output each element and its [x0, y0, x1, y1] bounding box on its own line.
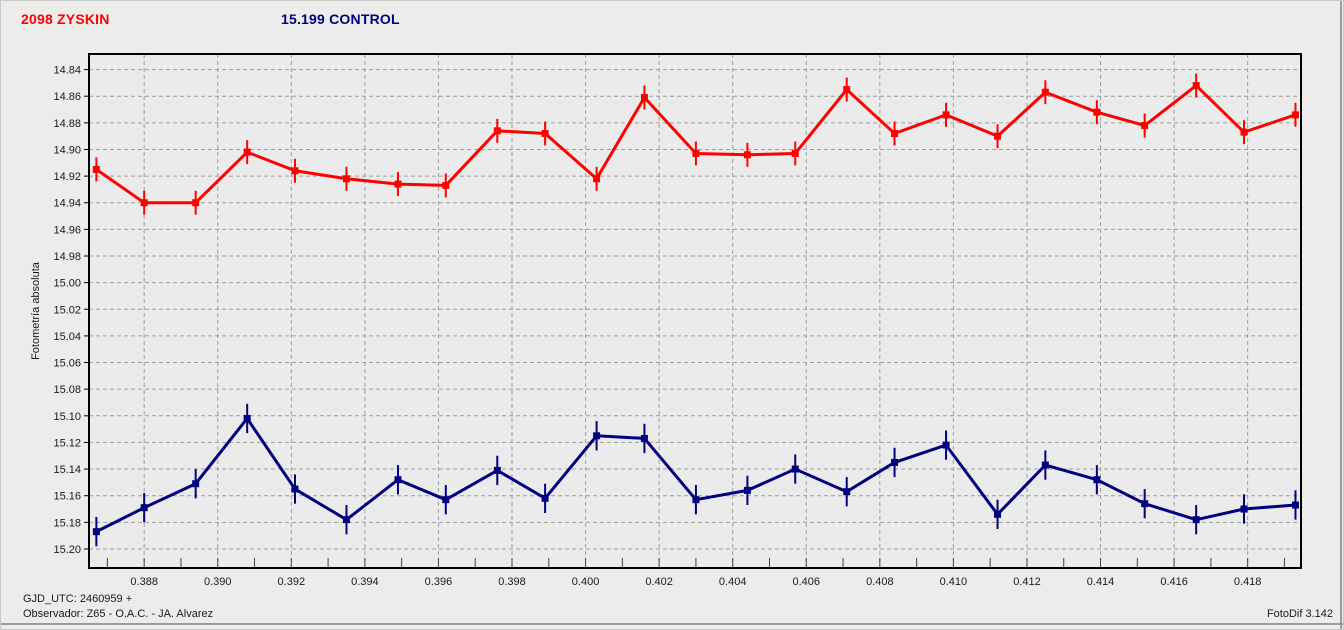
data-point-s0 — [692, 149, 700, 157]
y-tick-label: 15.14 — [53, 464, 81, 476]
data-point-s0 — [291, 167, 299, 175]
y-tick-label: 15.00 — [53, 278, 81, 290]
y-tick-label: 14.88 — [53, 118, 81, 130]
data-point-s1 — [1093, 476, 1101, 484]
data-point-s0 — [1240, 128, 1248, 136]
data-point-s1 — [843, 488, 851, 496]
data-point-s0 — [640, 94, 648, 102]
data-point-s1 — [743, 486, 751, 494]
data-point-s1 — [994, 510, 1002, 518]
data-point-s0 — [743, 151, 751, 159]
y-tick-label: 14.90 — [53, 144, 81, 156]
data-point-s0 — [891, 129, 899, 137]
x-tick-label: 0.418 — [1234, 576, 1262, 588]
data-point-s1 — [640, 434, 648, 442]
data-point-s0 — [1041, 88, 1049, 96]
x-tick-label: 0.390 — [204, 576, 232, 588]
data-point-s1 — [791, 465, 799, 473]
x-tick-label: 0.402 — [645, 576, 673, 588]
data-point-s1 — [891, 458, 899, 466]
y-tick-label: 15.02 — [53, 304, 81, 316]
y-tick-label: 15.06 — [53, 358, 81, 370]
y-tick-label: 15.04 — [53, 331, 81, 343]
y-tick-label: 15.18 — [53, 517, 81, 529]
data-point-s0 — [342, 175, 350, 183]
y-tick-label: 15.16 — [53, 491, 81, 503]
data-point-s1 — [243, 414, 251, 422]
control-title: 15.199 CONTROL — [281, 11, 400, 27]
target-title: 2098 ZYSKIN — [21, 11, 110, 27]
x-tick-label: 0.388 — [130, 576, 158, 588]
data-point-s1 — [1141, 500, 1149, 508]
data-point-s1 — [541, 494, 549, 502]
app-version-label: FotoDif 3.142 — [1266, 608, 1333, 620]
x-tick-label: 0.398 — [498, 576, 526, 588]
data-point-s1 — [1291, 501, 1299, 509]
x-tick-label: 0.408 — [866, 576, 894, 588]
data-point-s1 — [692, 496, 700, 504]
data-point-s1 — [493, 466, 501, 474]
data-point-s0 — [994, 132, 1002, 140]
data-point-s0 — [394, 180, 402, 188]
data-point-s1 — [593, 432, 601, 440]
data-point-s0 — [593, 175, 601, 183]
y-tick-label: 15.10 — [53, 411, 81, 423]
data-point-s1 — [192, 480, 200, 488]
plot-border — [88, 53, 1302, 569]
data-point-s0 — [92, 165, 100, 173]
y-tick-label: 14.86 — [53, 91, 81, 103]
y-tick-label: 14.92 — [53, 171, 81, 183]
gjd-utc-label: GJD_UTC: 2460959 + — [23, 593, 133, 605]
data-point-s0 — [791, 149, 799, 157]
x-tick-label: 0.400 — [572, 576, 600, 588]
data-point-s1 — [394, 476, 402, 484]
data-point-s0 — [140, 199, 148, 207]
y-tick-label: 15.08 — [53, 384, 81, 396]
data-point-s0 — [942, 111, 950, 119]
data-point-s1 — [342, 516, 350, 524]
data-point-s1 — [140, 504, 148, 512]
data-point-s1 — [1192, 516, 1200, 524]
data-point-s0 — [843, 86, 851, 94]
data-point-s0 — [493, 127, 501, 135]
window-bottom-border — [1, 623, 1343, 625]
data-point-s0 — [1192, 82, 1200, 90]
data-point-s0 — [442, 181, 450, 189]
observer-label: Observador: Z65 - O.A.C. - JA. Alvarez — [23, 608, 214, 620]
y-tick-label: 14.98 — [53, 251, 81, 263]
data-point-s0 — [192, 199, 200, 207]
x-tick-label: 0.392 — [278, 576, 306, 588]
data-point-s0 — [1291, 111, 1299, 119]
x-tick-label: 0.396 — [425, 576, 453, 588]
data-point-s0 — [243, 148, 251, 156]
y-tick-label: 14.94 — [53, 198, 81, 210]
data-point-s0 — [1093, 108, 1101, 116]
x-tick-label: 0.410 — [940, 576, 968, 588]
x-tick-label: 0.414 — [1087, 576, 1115, 588]
x-tick-label: 0.394 — [351, 576, 379, 588]
window-right-border — [1340, 1, 1342, 629]
x-tick-label: 0.412 — [1013, 576, 1041, 588]
data-point-s1 — [442, 496, 450, 504]
data-point-s1 — [1041, 461, 1049, 469]
data-point-s0 — [541, 129, 549, 137]
x-tick-label: 0.406 — [793, 576, 821, 588]
data-point-s1 — [92, 528, 100, 536]
y-axis-title: Fotometría absoluta — [30, 261, 42, 360]
y-tick-label: 15.20 — [53, 544, 81, 556]
y-tick-label: 14.96 — [53, 224, 81, 236]
data-point-s0 — [1141, 122, 1149, 130]
data-point-s1 — [942, 441, 950, 449]
y-tick-label: 15.12 — [53, 437, 81, 449]
x-tick-label: 0.404 — [719, 576, 747, 588]
x-tick-label: 0.416 — [1160, 576, 1188, 588]
data-point-s1 — [291, 485, 299, 493]
data-point-s1 — [1240, 505, 1248, 513]
y-tick-label: 14.84 — [53, 65, 81, 77]
